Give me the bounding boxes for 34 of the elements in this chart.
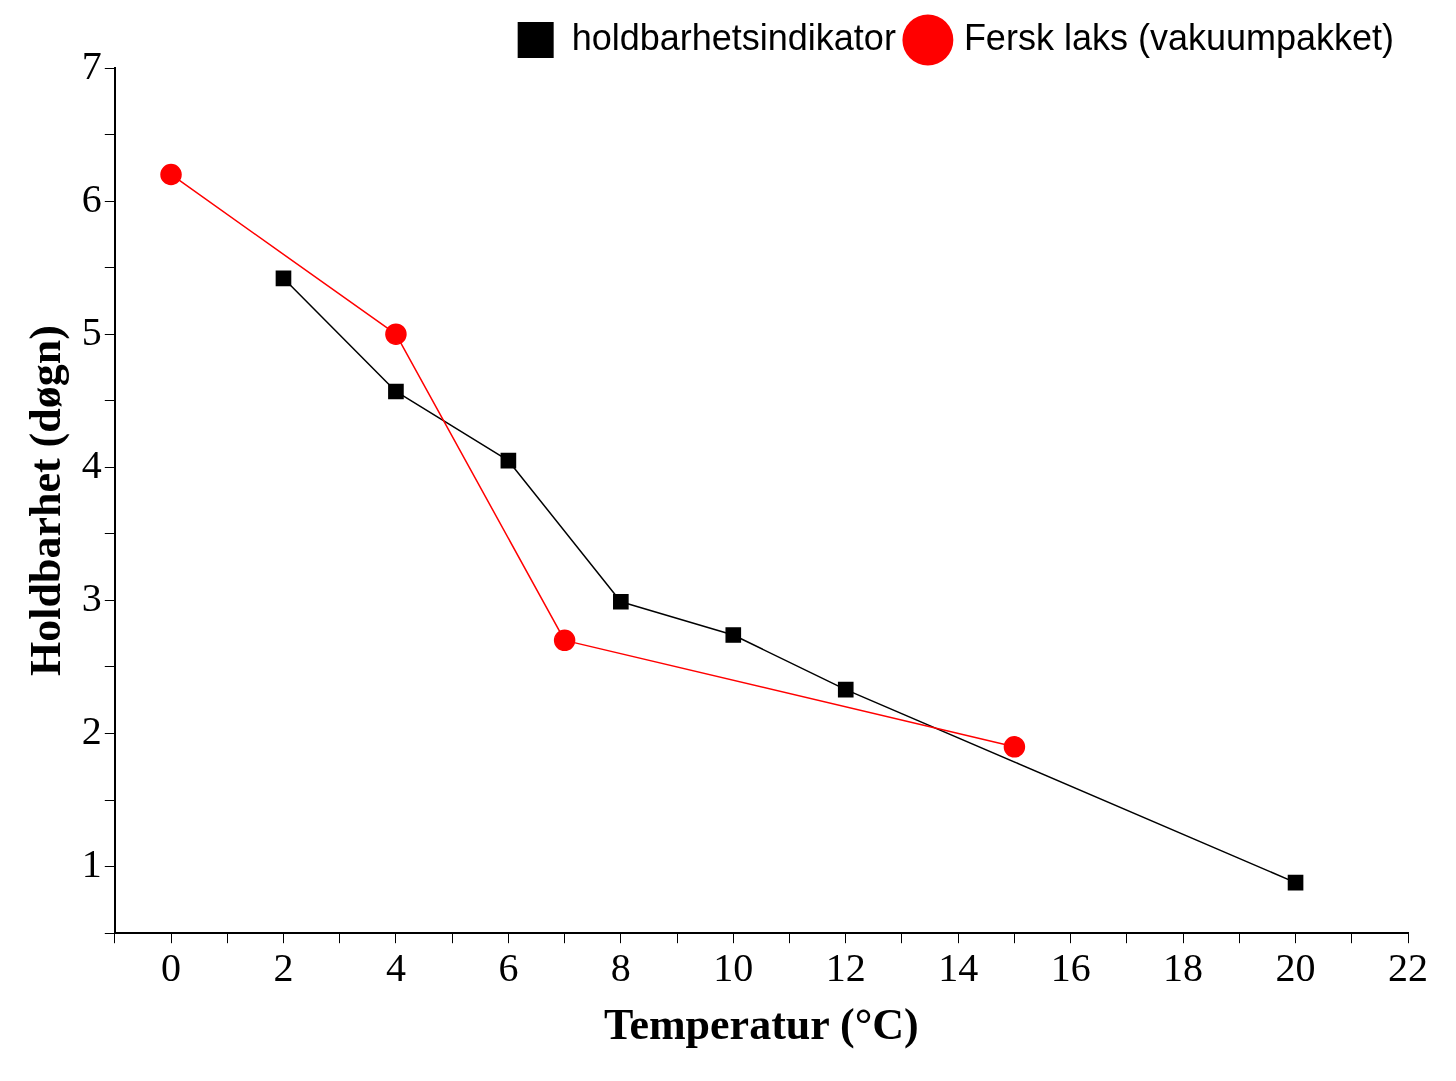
y-tick-label: 4 <box>81 441 102 487</box>
point <box>388 383 404 400</box>
point <box>385 323 407 345</box>
x-tick-label: 20 <box>1275 944 1316 990</box>
x-tick-label: 16 <box>1050 944 1091 990</box>
x-tick-label: 6 <box>498 944 519 990</box>
point <box>1287 874 1304 891</box>
y-tick-label: 6 <box>81 175 102 221</box>
point <box>160 163 182 186</box>
y-tick-label: 3 <box>81 574 102 620</box>
x-tick-label: 22 <box>1388 944 1428 990</box>
point <box>613 593 629 610</box>
point <box>553 629 576 652</box>
x-tick-label: 8 <box>610 944 631 990</box>
x-tick-label: 4 <box>385 944 406 990</box>
x-axis-title: Temperatur (°C) <box>604 999 919 1049</box>
y-tick-label: 7 <box>81 42 102 88</box>
point <box>725 627 742 643</box>
x-tick-label: 10 <box>713 944 754 990</box>
point <box>1003 736 1026 758</box>
x-tick-label: 2 <box>273 944 294 990</box>
point <box>500 452 517 469</box>
y-axis-title: Holdbarhet (døgn) <box>20 325 70 677</box>
point <box>275 270 292 287</box>
x-tick-label: 12 <box>825 944 866 990</box>
y-tick-label: 1 <box>81 841 102 887</box>
y-tick-label: 2 <box>81 708 102 754</box>
x-tick-label: 0 <box>161 944 182 990</box>
legend-label: holdbarhetsindikator <box>571 16 896 58</box>
y-tick-label: 5 <box>81 308 102 354</box>
point <box>837 681 854 698</box>
legend-label: Fersk laks (vakuumpakket) <box>963 16 1395 58</box>
x-tick-label: 18 <box>1163 944 1204 990</box>
x-tick-label: 14 <box>938 944 979 990</box>
